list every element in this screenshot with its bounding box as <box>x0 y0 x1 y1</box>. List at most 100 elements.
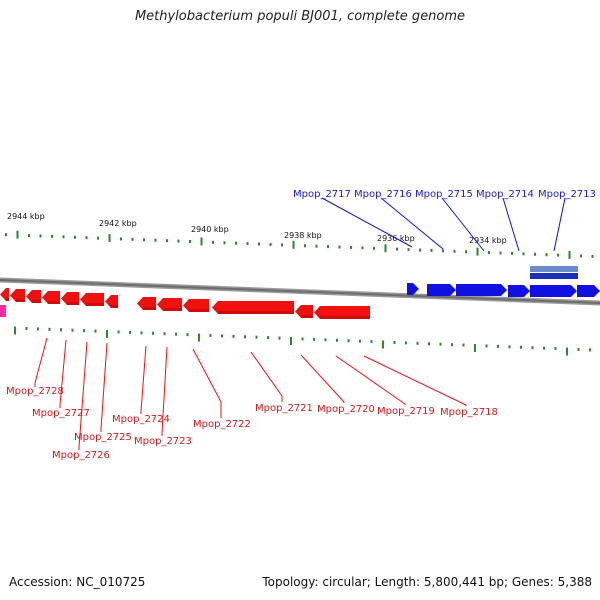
tick-mark <box>281 243 283 247</box>
tick-mark <box>419 248 421 252</box>
gene-label[interactable]: Mpop_2719 <box>377 406 435 417</box>
reverse-gene-arrow[interactable] <box>105 295 118 308</box>
gene-label[interactable]: Mpop_2718 <box>440 407 498 418</box>
gene-label[interactable]: Mpop_2722 <box>193 419 251 430</box>
feature-bar-dark <box>530 273 578 279</box>
tick-mark <box>304 244 306 248</box>
gene-label[interactable]: Mpop_2723 <box>134 436 192 447</box>
gene-label[interactable]: Mpop_2715 <box>415 189 473 200</box>
tick-mark <box>568 251 571 260</box>
reverse-gene-arrow[interactable] <box>42 291 60 304</box>
tick-mark <box>543 346 545 350</box>
tick-mark <box>235 241 237 245</box>
tick-mark <box>5 233 7 237</box>
tick-mark <box>405 341 407 345</box>
tick-mark <box>430 248 433 252</box>
leader-line <box>161 346 168 436</box>
tick-mark <box>258 242 260 246</box>
tick-mark <box>140 331 143 335</box>
gene-label[interactable]: Mpop_2720 <box>317 404 375 415</box>
tick-mark <box>499 251 502 255</box>
gene-label[interactable]: Mpop_2713 <box>538 189 596 200</box>
reverse-gene-arrow[interactable] <box>26 290 41 303</box>
forward-gene-arrow[interactable] <box>508 285 530 297</box>
gene-label[interactable]: Mpop_2727 <box>32 408 90 419</box>
leader-line <box>250 351 283 402</box>
gene-label[interactable]: Mpop_2728 <box>6 386 64 397</box>
reverse-gene-arrow[interactable] <box>137 297 156 310</box>
gene-shadow <box>32 300 41 303</box>
reverse-strand-genes <box>0 288 370 319</box>
gene-label[interactable]: Mpop_2725 <box>74 432 132 443</box>
reverse-gene-arrow[interactable] <box>212 301 294 314</box>
gene-labels: Mpop_2717 Mpop_2716 Mpop_2715 Mpop_2714 Mpop… <box>6 189 596 461</box>
tick-mark <box>129 330 131 334</box>
gene-shadow <box>301 315 313 318</box>
gene-label[interactable]: Mpop_2721 <box>255 403 313 414</box>
forward-gene-arrow[interactable] <box>427 284 456 296</box>
tick-mark <box>488 251 490 255</box>
gene-label[interactable]: Mpop_2717 <box>293 189 351 200</box>
tick-mark <box>292 240 295 249</box>
tick-mark <box>566 347 568 356</box>
tick-mark <box>396 247 398 251</box>
gene-shadow <box>189 309 209 312</box>
gene-label[interactable]: Mpop_2714 <box>476 189 534 200</box>
tick-mark <box>313 337 315 341</box>
tick-mark <box>177 239 180 243</box>
reverse-gene-arrow[interactable] <box>183 299 209 312</box>
accession-text: Accession: NC_010725 <box>9 575 146 589</box>
tick-mark <box>474 344 476 353</box>
gene-label[interactable]: Mpop_2716 <box>354 189 412 200</box>
tick-mark <box>25 326 28 330</box>
tick-mark <box>200 237 203 246</box>
tick-mark <box>117 330 120 334</box>
tick-mark <box>580 254 582 258</box>
leader-line <box>192 348 222 418</box>
leader-line <box>380 197 444 250</box>
forward-gene-arrow[interactable] <box>530 285 577 297</box>
reverse-gene-arrow[interactable] <box>314 306 370 319</box>
leader-line <box>363 355 467 406</box>
tick-mark <box>212 240 214 244</box>
gene-shadow <box>86 303 104 306</box>
tick-mark <box>175 332 177 336</box>
forward-gene-arrow[interactable] <box>456 284 507 296</box>
tick-mark <box>246 242 249 246</box>
tick-mark <box>462 343 465 347</box>
gene-shadow <box>6 298 9 301</box>
tick-mark <box>497 344 499 348</box>
reverse-gene-arrow[interactable] <box>0 288 9 301</box>
tick-mark <box>557 253 559 257</box>
reverse-gene-arrow[interactable] <box>157 298 182 311</box>
tick-mark <box>223 241 226 245</box>
leader-line <box>300 354 345 403</box>
tick-mark <box>60 328 62 332</box>
tick-mark <box>393 340 396 344</box>
forward-gene-arrow[interactable] <box>577 285 600 297</box>
tick-mark <box>591 254 594 258</box>
reverse-gene-arrow[interactable] <box>10 289 25 302</box>
forward-gene-arrow[interactable] <box>407 283 419 295</box>
tick-mark <box>154 238 157 242</box>
tick-mark <box>85 236 88 240</box>
gene-shadow <box>320 316 370 319</box>
reverse-gene-arrow[interactable] <box>80 293 104 306</box>
feature-bar-light <box>530 266 578 272</box>
leader-line <box>321 197 413 248</box>
tick-mark <box>37 327 39 331</box>
tick-mark <box>186 333 189 337</box>
gene-label[interactable]: Mpop_2726 <box>52 450 110 461</box>
tick-mark <box>324 338 327 342</box>
reverse-gene-arrow[interactable] <box>61 292 79 305</box>
tick-mark <box>189 239 191 243</box>
reverse-gene-arrow[interactable] <box>295 305 313 318</box>
gene-shadow <box>16 299 25 302</box>
kbp-label: 2942 kbp <box>99 219 137 228</box>
leader-line <box>553 197 566 252</box>
leader-line <box>335 355 406 405</box>
tick-mark <box>301 337 304 341</box>
other-feature[interactable] <box>0 305 6 317</box>
gene-label[interactable]: Mpop_2724 <box>112 414 170 425</box>
kbp-label: 2940 kbp <box>191 225 229 234</box>
